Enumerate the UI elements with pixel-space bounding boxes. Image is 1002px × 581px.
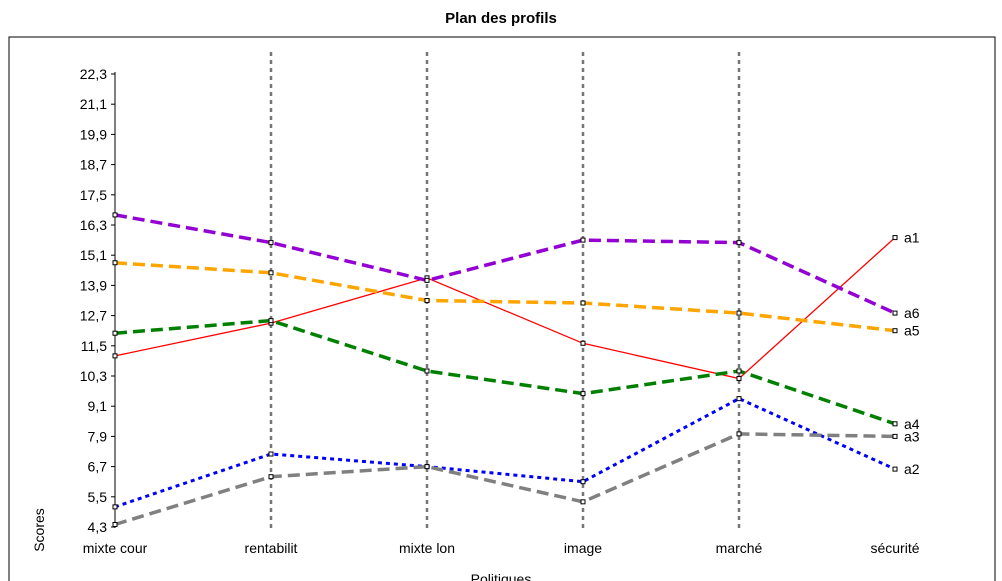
data-point-a5	[892, 328, 898, 334]
series-label-a6: a6	[904, 305, 920, 321]
series-label-a2: a2	[904, 461, 920, 477]
data-point-a5	[580, 300, 586, 306]
y-tick-label: 22,3	[80, 66, 107, 82]
y-tick-label: 6,7	[88, 459, 108, 475]
x-tick-label: mixte cour	[83, 540, 148, 556]
x-tick-label: mixte lon	[399, 540, 455, 556]
data-point-a4	[424, 368, 430, 374]
data-point-a1	[112, 353, 118, 359]
data-point-a3	[892, 433, 898, 439]
series-line-a2	[114, 396, 896, 509]
data-point-a3	[736, 431, 742, 437]
data-point-a5	[268, 270, 274, 276]
data-point-a2	[892, 466, 898, 472]
data-point-a4	[580, 391, 586, 397]
plot-frame	[8, 36, 996, 581]
x-tick-label: rentabilit	[245, 540, 298, 556]
data-point-a6	[268, 240, 274, 246]
data-point-a2	[268, 451, 274, 457]
series-line-a4	[114, 318, 896, 426]
y-tick-label: 16,3	[80, 217, 107, 233]
y-tick-label: 19,9	[80, 126, 107, 142]
data-point-a5	[112, 260, 118, 266]
data-point-a3	[268, 474, 274, 480]
y-tick-label: 15,1	[80, 247, 107, 263]
data-point-a4	[736, 368, 742, 374]
y-tick-label: 13,9	[80, 277, 107, 293]
data-point-a6	[580, 237, 586, 243]
data-point-a4	[112, 330, 118, 336]
data-point-a2	[580, 479, 586, 485]
series-line-a3	[114, 432, 896, 527]
data-point-a6	[112, 212, 118, 218]
data-point-a6	[736, 240, 742, 246]
series-label-a1: a1	[904, 230, 920, 246]
x-tick-label: sécurité	[870, 540, 919, 556]
y-tick-label: 12,7	[80, 308, 107, 324]
data-point-a2	[112, 504, 118, 510]
data-point-a4	[268, 318, 274, 324]
x-axis-ticks: mixte cour rentabilit mixte lon image marché…	[83, 540, 920, 556]
series-label-a3: a3	[904, 428, 920, 444]
data-point-a3	[112, 521, 118, 527]
data-point-a1	[892, 235, 898, 241]
data-point-a1	[736, 376, 742, 382]
gridlines	[269, 52, 741, 528]
chart-title: Plan des profils	[445, 10, 557, 27]
y-axis-label: Scores	[31, 508, 47, 552]
data-point-a2	[736, 396, 742, 402]
data-point-a3	[580, 499, 586, 505]
data-point-a6	[424, 277, 430, 283]
series-line-a1	[114, 237, 896, 380]
y-axis-ticks: 4,3 5,5 6,7 7,9 9,1 10,3 11,5 12,7 13,9 15,1 16,3 1…	[80, 66, 115, 535]
y-tick-label: 10,3	[80, 368, 107, 384]
series-line-a6	[114, 213, 896, 315]
series-line-a5	[114, 261, 896, 333]
y-tick-label: 5,5	[88, 489, 108, 505]
y-tick-label: 7,9	[88, 428, 108, 444]
x-tick-label: marché	[716, 540, 763, 556]
y-tick-label: 11,5	[81, 338, 107, 354]
data-point-a1	[580, 340, 586, 346]
series-label-a4: a4	[904, 416, 920, 432]
y-tick-label: 4,3	[88, 519, 108, 535]
y-tick-label: 17,5	[80, 187, 107, 203]
y-tick-label: 9,1	[88, 398, 108, 414]
data-point-a5	[736, 310, 742, 316]
x-axis-label: Politiques	[471, 571, 532, 581]
data-point-a6	[892, 310, 898, 316]
series-lines	[112, 212, 898, 527]
y-tick-label: 18,7	[80, 157, 107, 173]
data-point-a4	[892, 421, 898, 427]
data-point-a3	[424, 464, 430, 470]
x-tick-label: image	[564, 540, 602, 556]
data-point-a5	[424, 298, 430, 303]
series-label-a5: a5	[904, 323, 920, 339]
y-tick-label: 21,1	[80, 96, 107, 112]
